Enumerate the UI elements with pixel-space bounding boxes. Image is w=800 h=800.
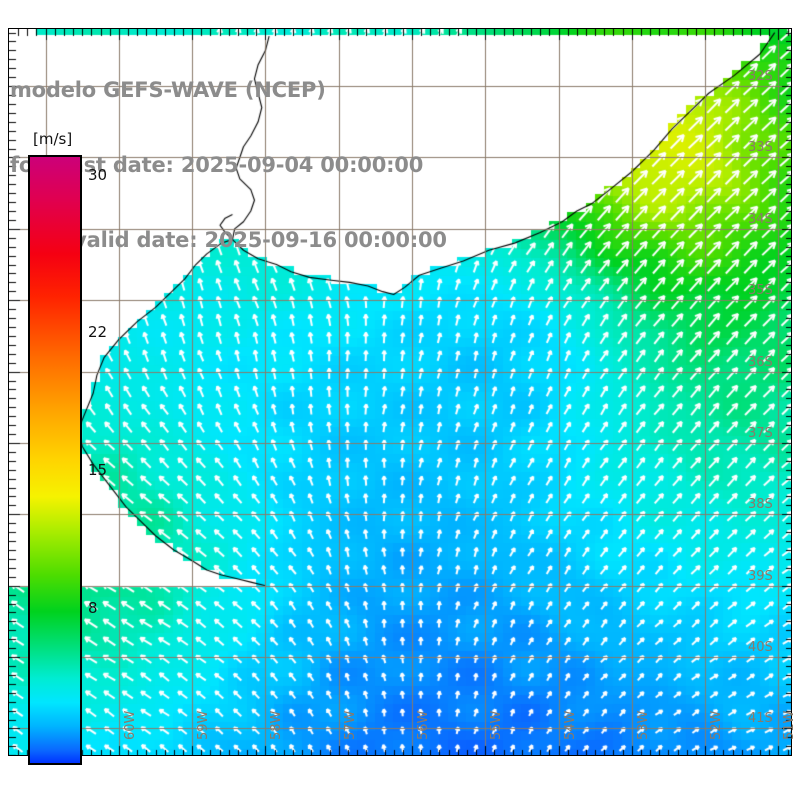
map-title-block: modelo GEFS-WAVE (NCEP) forecast date: 2…: [10, 28, 530, 303]
lat-label-35S: 35S: [748, 283, 773, 299]
colorbar-gradient: [28, 155, 82, 765]
model-title: modelo GEFS-WAVE (NCEP): [10, 78, 326, 102]
lat-label-39S: 39S: [748, 568, 773, 584]
valid-date: valid date: 2025-09-16 00:00:00: [73, 228, 447, 252]
colorbar-unit-label: [m/s]: [33, 130, 73, 148]
lat-label-34S: 34S: [748, 211, 773, 227]
colorbar-tick-15: 15: [88, 460, 108, 479]
lon-label-51W: 51W: [782, 710, 798, 740]
lon-label-54W: 54W: [562, 710, 578, 740]
colorbar-tick-22: 22: [88, 323, 108, 342]
lat-label-32S: 32S: [748, 69, 773, 85]
lon-label-52W: 52W: [709, 710, 725, 740]
lon-label-57W: 57W: [342, 710, 358, 740]
colorbar-tick-8: 8: [88, 598, 98, 617]
lon-label-58W: 58W: [269, 710, 285, 740]
map-plot-area[interactable]: [8, 28, 792, 756]
lon-label-56W: 56W: [415, 710, 431, 740]
lat-label-41S: 41S: [748, 711, 773, 727]
colorbar-tick-30: 30: [88, 165, 108, 184]
graticule-grid-layer: [9, 29, 791, 755]
lat-label-37S: 37S: [748, 425, 773, 441]
lon-label-60W: 60W: [122, 710, 138, 740]
lon-label-53W: 53W: [635, 710, 651, 740]
lat-label-33S: 33S: [748, 140, 773, 156]
lat-label-40S: 40S: [748, 640, 773, 656]
lon-label-59W: 59W: [196, 710, 212, 740]
lat-label-38S: 38S: [748, 497, 773, 513]
lon-label-55W: 55W: [489, 710, 505, 740]
lat-label-36S: 36S: [748, 354, 773, 370]
